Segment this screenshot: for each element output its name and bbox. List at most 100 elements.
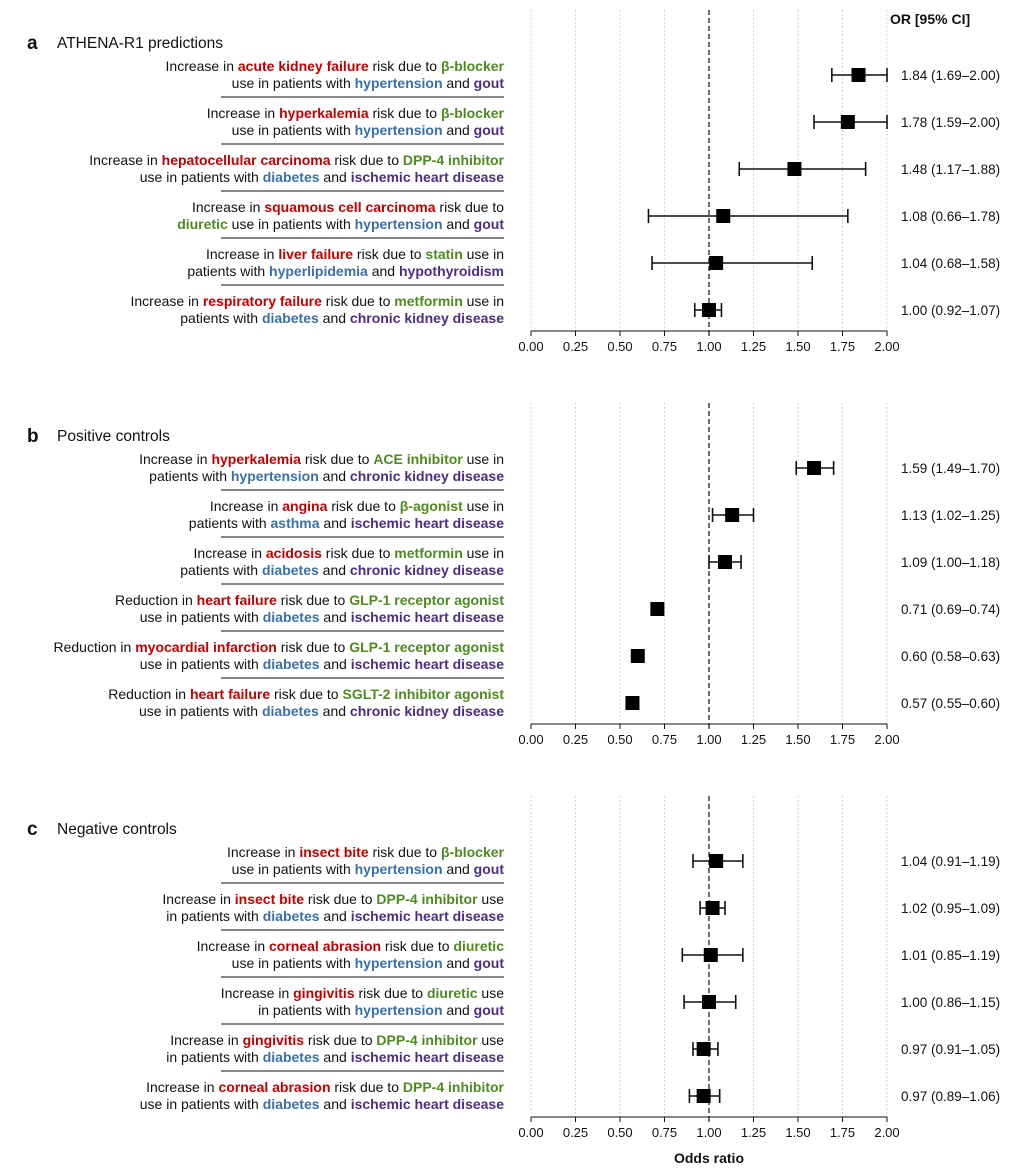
description-text: use in patients with bbox=[139, 703, 262, 719]
or-point-marker bbox=[650, 602, 665, 616]
or-point-marker bbox=[851, 68, 866, 82]
row-description-line1: Increase in corneal abrasion risk due to… bbox=[197, 938, 505, 954]
highlighted-term: diabetes bbox=[262, 703, 319, 719]
panel-title: ATHENA-R1 predictions bbox=[57, 35, 223, 52]
x-tick-label: 0.25 bbox=[563, 732, 588, 747]
panel-letter: c bbox=[27, 819, 38, 840]
x-tick-label: 1.25 bbox=[741, 732, 766, 747]
description-text: risk due to bbox=[331, 1079, 403, 1095]
row-description-line1: Increase in hyperkalemia risk due to ACE… bbox=[139, 451, 504, 467]
description-text: use in patients with bbox=[232, 955, 355, 971]
highlighted-term: β-blocker bbox=[441, 58, 505, 74]
x-tick-label: 0.00 bbox=[518, 732, 543, 747]
highlighted-term: gingivitis bbox=[243, 1032, 305, 1048]
x-tick-label: 0.50 bbox=[607, 1125, 632, 1140]
highlighted-term: β-blocker bbox=[441, 105, 505, 121]
description-text: patients with bbox=[180, 310, 262, 326]
or-point-marker bbox=[709, 854, 724, 868]
or-point-marker bbox=[705, 901, 720, 915]
description-text: use bbox=[478, 891, 505, 907]
x-tick-label: 2.00 bbox=[874, 732, 899, 747]
or-ci-value: 1.13 (1.02–1.25) bbox=[901, 508, 1000, 523]
highlighted-term: gout bbox=[474, 75, 505, 91]
x-tick-label: 0.00 bbox=[518, 1125, 543, 1140]
description-text: Reduction in bbox=[108, 686, 190, 702]
highlighted-term: GLP-1 receptor agonist bbox=[349, 592, 504, 608]
description-text: use in bbox=[463, 498, 504, 514]
row-description-line1: Increase in insect bite risk due to DPP-… bbox=[162, 891, 504, 907]
highlighted-term: ischemic heart disease bbox=[351, 1049, 505, 1065]
x-tick-label: 1.25 bbox=[741, 1125, 766, 1140]
description-text: and bbox=[443, 955, 474, 971]
highlighted-term: diuretic bbox=[427, 985, 478, 1001]
x-tick-label: 0.75 bbox=[652, 1125, 677, 1140]
highlighted-term: gout bbox=[474, 955, 505, 971]
x-tick-label: 0.00 bbox=[518, 339, 543, 354]
row-description-line1: Increase in hepatocellular carcinoma ris… bbox=[89, 152, 504, 168]
description-text: use bbox=[478, 1032, 505, 1048]
row-description-line1: Reduction in heart failure risk due to S… bbox=[108, 686, 504, 702]
highlighted-term: chronic kidney disease bbox=[350, 310, 504, 326]
row-description-line1: Increase in angina risk due to β-agonist… bbox=[210, 498, 504, 514]
description-text: risk due to bbox=[436, 199, 505, 215]
description-text: risk due to bbox=[327, 498, 399, 514]
highlighted-term: chronic kidney disease bbox=[350, 562, 504, 578]
description-text: patients with bbox=[189, 515, 271, 531]
description-text: in patients with bbox=[166, 908, 263, 924]
highlighted-term: gout bbox=[474, 122, 505, 138]
description-text: Increase in bbox=[227, 844, 299, 860]
or-ci-value: 1.09 (1.00–1.18) bbox=[901, 555, 1000, 570]
panel-letter: a bbox=[27, 33, 38, 54]
highlighted-term: ischemic heart disease bbox=[351, 656, 505, 672]
x-axis-label: Odds ratio bbox=[674, 1150, 744, 1166]
highlighted-term: diabetes bbox=[263, 1096, 320, 1112]
description-text: use in bbox=[463, 293, 504, 309]
description-text: and bbox=[320, 169, 351, 185]
highlighted-term: hyperlipidemia bbox=[269, 263, 368, 279]
panel-title: Positive controls bbox=[57, 428, 170, 445]
description-text: and bbox=[443, 75, 474, 91]
or-point-marker bbox=[725, 508, 740, 522]
description-text: use in patients with bbox=[232, 75, 355, 91]
x-tick-label: 1.75 bbox=[830, 339, 855, 354]
description-text: use in patients with bbox=[140, 609, 263, 625]
row-description-line2: patients with asthma and ischemic heart … bbox=[189, 515, 504, 531]
highlighted-term: angina bbox=[282, 498, 327, 514]
description-text: and bbox=[320, 656, 351, 672]
description-text: risk due to bbox=[277, 592, 349, 608]
row-description-line2: use in patients with hypertension and go… bbox=[232, 955, 505, 971]
highlighted-term: ischemic heart disease bbox=[351, 908, 505, 924]
description-text: Increase in bbox=[146, 1079, 218, 1095]
description-text: and bbox=[320, 515, 351, 531]
or-ci-value: 1.78 (1.59–2.00) bbox=[901, 115, 1000, 130]
row-description-line1: Increase in liver failure risk due to st… bbox=[206, 246, 504, 262]
row-description-line2: use in patients with hypertension and go… bbox=[232, 861, 505, 877]
or-ci-value: 1.04 (0.91–1.19) bbox=[901, 854, 1000, 869]
description-text: use in patients with bbox=[140, 1096, 263, 1112]
x-tick-label: 1.00 bbox=[696, 339, 721, 354]
row-description-line1: Increase in gingivitis risk due to DPP-4… bbox=[170, 1032, 504, 1048]
highlighted-term: ischemic heart disease bbox=[351, 1096, 505, 1112]
row-description-line2: use in patients with diabetes and chroni… bbox=[139, 703, 504, 719]
x-tick-label: 0.50 bbox=[607, 732, 632, 747]
or-ci-value: 0.97 (0.91–1.05) bbox=[901, 1042, 1000, 1057]
description-text: risk due to bbox=[301, 451, 373, 467]
highlighted-term: acidosis bbox=[266, 545, 322, 561]
or-point-marker bbox=[718, 555, 733, 569]
highlighted-term: GLP-1 receptor agonist bbox=[349, 639, 504, 655]
description-text: and bbox=[319, 562, 350, 578]
description-text: and bbox=[319, 468, 350, 484]
row-description-line2: use in patients with hypertension and go… bbox=[232, 122, 505, 138]
or-ci-value: 1.59 (1.49–1.70) bbox=[901, 461, 1000, 476]
x-tick-label: 0.25 bbox=[563, 339, 588, 354]
x-tick-label: 0.75 bbox=[652, 732, 677, 747]
row-description-line1: Increase in acidosis risk due to metform… bbox=[194, 545, 504, 561]
highlighted-term: DPP-4 inhibitor bbox=[376, 891, 478, 907]
x-tick-label: 1.00 bbox=[696, 1125, 721, 1140]
highlighted-term: diabetes bbox=[263, 609, 320, 625]
description-text: Increase in bbox=[206, 246, 278, 262]
or-ci-value: 0.57 (0.55–0.60) bbox=[901, 696, 1000, 711]
description-text: risk due to bbox=[322, 293, 394, 309]
or-ci-value: 1.00 (0.92–1.07) bbox=[901, 303, 1000, 318]
